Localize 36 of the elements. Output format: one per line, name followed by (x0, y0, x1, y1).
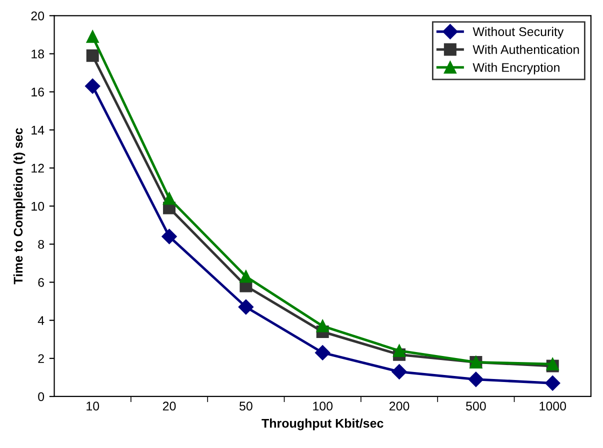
y-tick-label: 8 (38, 240, 44, 249)
point (316, 320, 329, 332)
point (162, 228, 177, 244)
x-tick-label: 100 (313, 402, 333, 411)
y-tick-label: 10 (32, 202, 44, 211)
point (468, 372, 484, 387)
point (393, 344, 406, 358)
point (392, 364, 407, 380)
legend-label: With Authentication (472, 44, 579, 54)
y-tick-label: 4 (38, 316, 44, 325)
point (86, 30, 99, 43)
y-tick-label: 20 (31, 11, 44, 20)
point (86, 49, 99, 62)
point (163, 192, 176, 205)
point (238, 299, 254, 315)
x-tick-label: 1000 (540, 402, 566, 411)
x-tick-label: 50 (239, 402, 252, 411)
point (85, 78, 100, 94)
legend-label: With Encryption (472, 62, 560, 74)
y-tick-label: 18 (32, 50, 44, 58)
point (315, 345, 330, 360)
y-tick-label: 16 (32, 88, 44, 96)
y-tick-label: 6 (38, 278, 44, 287)
y-tick-label: 0 (38, 392, 44, 402)
y-axis-title: Time to Completion (t) sec (13, 128, 26, 284)
y-tick-label: 2 (38, 354, 44, 363)
x-tick-label: 500 (466, 402, 486, 411)
x-tick-label: 10 (86, 402, 100, 411)
y-tick-label: 12 (32, 164, 44, 173)
x-tick-label: 20 (162, 402, 176, 411)
point (545, 376, 560, 391)
x-axis-title: Throughput Kbit/sec (262, 418, 384, 430)
point (240, 270, 252, 283)
y-tick-label: 14 (32, 126, 44, 134)
legend-label: Without Security (472, 26, 564, 39)
x-tick-label: 200 (389, 402, 410, 411)
